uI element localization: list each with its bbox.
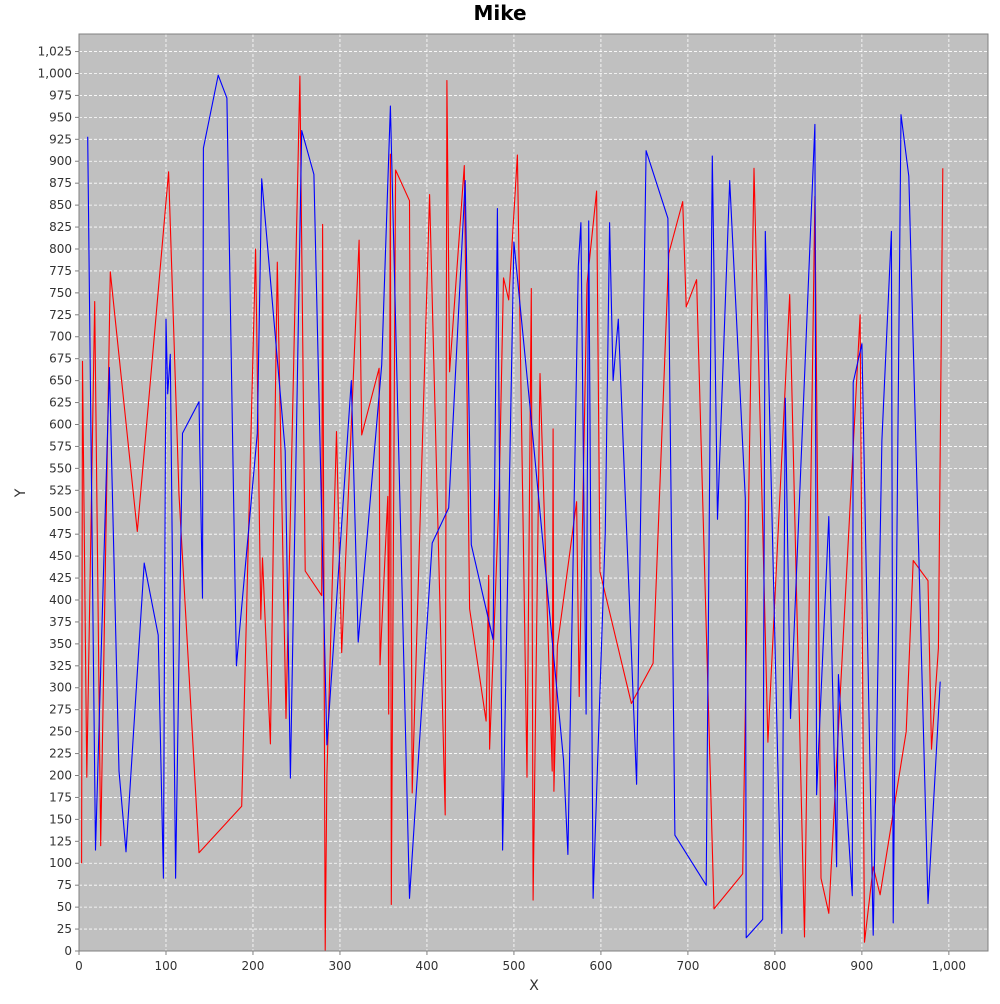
y-tick-label: 725: [49, 308, 72, 322]
y-tick-label: 75: [57, 878, 72, 892]
plot-area: [79, 34, 988, 951]
y-tick-label: 400: [49, 593, 72, 607]
x-tick-label: 300: [329, 959, 352, 973]
y-tick-label: 450: [49, 549, 72, 563]
x-tick-label: 500: [502, 959, 525, 973]
y-axis-label: Y: [13, 488, 29, 498]
x-tick-label: 0: [75, 959, 83, 973]
y-tick-label: 925: [49, 132, 72, 146]
x-tick-label: 800: [763, 959, 786, 973]
y-tick-label: 850: [49, 198, 72, 212]
y-tick-label: 50: [57, 900, 72, 914]
y-tick-label: 125: [49, 834, 72, 848]
y-tick-label: 250: [49, 725, 72, 739]
y-tick-label: 425: [49, 571, 72, 585]
y-tick-label: 875: [49, 176, 72, 190]
x-tick-label: 900: [850, 959, 873, 973]
y-tick-label: 650: [49, 374, 72, 388]
y-tick-label: 775: [49, 264, 72, 278]
y-tick-label: 175: [49, 790, 72, 804]
y-tick-label: 0: [64, 944, 72, 958]
y-tick-label: 500: [49, 505, 72, 519]
x-tick-label: 400: [415, 959, 438, 973]
y-tick-label: 700: [49, 330, 72, 344]
y-tick-label: 950: [49, 110, 72, 124]
y-tick-label: 25: [57, 922, 72, 936]
y-tick-label: 800: [49, 242, 72, 256]
y-tick-label: 1,025: [38, 45, 72, 59]
y-tick-label: 375: [49, 615, 72, 629]
y-tick-label: 100: [49, 856, 72, 870]
y-tick-label: 675: [49, 352, 72, 366]
y-tick-label: 750: [49, 286, 72, 300]
x-axis-label: X: [529, 978, 539, 994]
plot-border: [78, 33, 989, 952]
series-line-1: [81, 75, 944, 952]
y-tick-label: 300: [49, 681, 72, 695]
y-tick-label: 975: [49, 88, 72, 102]
y-tick-label: 525: [49, 483, 72, 497]
series-line-2: [87, 74, 941, 939]
y-tick-label: 625: [49, 396, 72, 410]
y-tick-label: 275: [49, 703, 72, 717]
y-tick-label: 1,000: [38, 66, 72, 80]
x-tick-label: 700: [676, 959, 699, 973]
y-tick-label: 575: [49, 439, 72, 453]
x-tick-label: 1,000: [932, 959, 966, 973]
y-tick-label: 600: [49, 417, 72, 431]
x-tick-label: 600: [589, 959, 612, 973]
y-tick-label: 150: [49, 812, 72, 826]
x-tick-label: 100: [155, 959, 178, 973]
y-tick-label: 325: [49, 659, 72, 673]
y-tick-label: 200: [49, 768, 72, 782]
y-tick-label: 550: [49, 461, 72, 475]
y-tick-label: 475: [49, 527, 72, 541]
y-tick-label: 900: [49, 154, 72, 168]
y-tick-label: 825: [49, 220, 72, 234]
chart-title: Mike: [473, 1, 526, 25]
y-tick-label: 225: [49, 747, 72, 761]
y-tick-label: 350: [49, 637, 72, 651]
x-tick-label: 200: [242, 959, 265, 973]
